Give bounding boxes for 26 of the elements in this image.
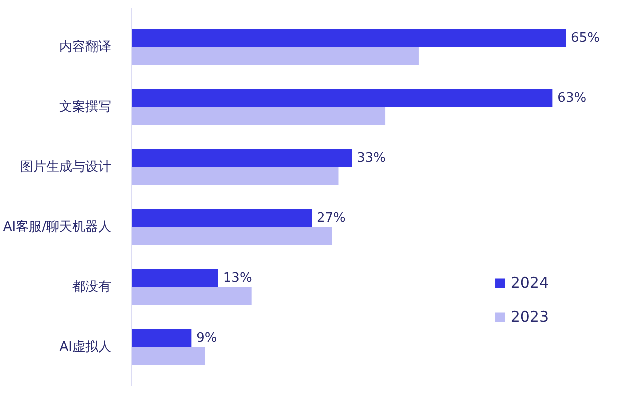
- bar: [132, 210, 312, 228]
- legend-label: 2024: [510, 274, 549, 292]
- y-tick-label: AI客服/聊天机器人: [3, 219, 112, 235]
- y-tick-label: 内容翻译: [60, 39, 112, 55]
- bar: [132, 348, 206, 366]
- bar: [132, 108, 386, 126]
- data-label: 13%: [223, 271, 252, 286]
- bar: [132, 90, 553, 108]
- y-tick-label: 都没有: [72, 280, 112, 295]
- bar: [132, 330, 192, 348]
- data-label: 27%: [317, 211, 346, 226]
- y-tick-label: 文案撰写: [60, 99, 112, 115]
- y-tick-label: 图片生成与设计: [20, 160, 112, 175]
- bar: [132, 288, 252, 306]
- data-label: 33%: [357, 151, 386, 166]
- bar: [132, 48, 419, 66]
- bar: [132, 150, 352, 168]
- data-label: 9%: [196, 331, 218, 346]
- data-label: 63%: [558, 91, 587, 106]
- bar: [132, 270, 218, 288]
- y-tick-label: AI虚拟人: [60, 340, 112, 355]
- legend-label: 2023: [510, 308, 549, 326]
- bar: [132, 228, 332, 246]
- bar: [132, 30, 566, 48]
- data-label: 65%: [571, 31, 600, 46]
- bar: [132, 168, 339, 186]
